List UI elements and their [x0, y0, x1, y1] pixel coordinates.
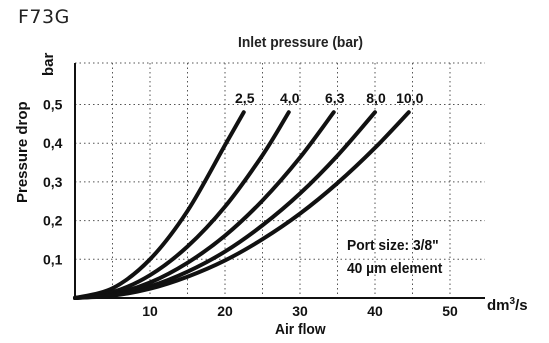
x-unit-base: dm [487, 297, 510, 314]
y-tick-label: 0,4 [43, 135, 63, 151]
y-tick-label: 0,3 [43, 174, 63, 190]
x-unit-exponent: 3 [509, 296, 516, 307]
x-tick-label: 20 [217, 303, 233, 319]
y-tick-label: 0,2 [43, 213, 63, 229]
series-line [73, 110, 411, 300]
x-axis-unit: dm3/s [487, 296, 528, 314]
x-tick-label: 10 [142, 303, 158, 319]
port-size-note: Port size: 3/8" [347, 237, 439, 254]
x-tick-label: 30 [292, 303, 308, 319]
series-label: 6,3 [325, 90, 345, 106]
x-tick-label: 40 [367, 303, 383, 319]
x-axis-title: Air flow [275, 321, 326, 338]
series-label: 10,0 [396, 90, 423, 106]
legend-title: Inlet pressure (bar) [238, 34, 364, 51]
y-tick-label: 0,5 [43, 97, 63, 113]
y-tick-label: 0,1 [43, 251, 63, 267]
x-tick-label: 50 [442, 303, 458, 319]
series-label: 4,0 [280, 90, 300, 106]
x-unit-tail: /s [515, 297, 528, 314]
series-line [73, 110, 246, 300]
series-label: 8,0 [366, 90, 386, 106]
element-note: 40 µm element [347, 260, 443, 277]
chart-title: F73G [18, 6, 70, 28]
series-label: 2,5 [235, 90, 255, 106]
